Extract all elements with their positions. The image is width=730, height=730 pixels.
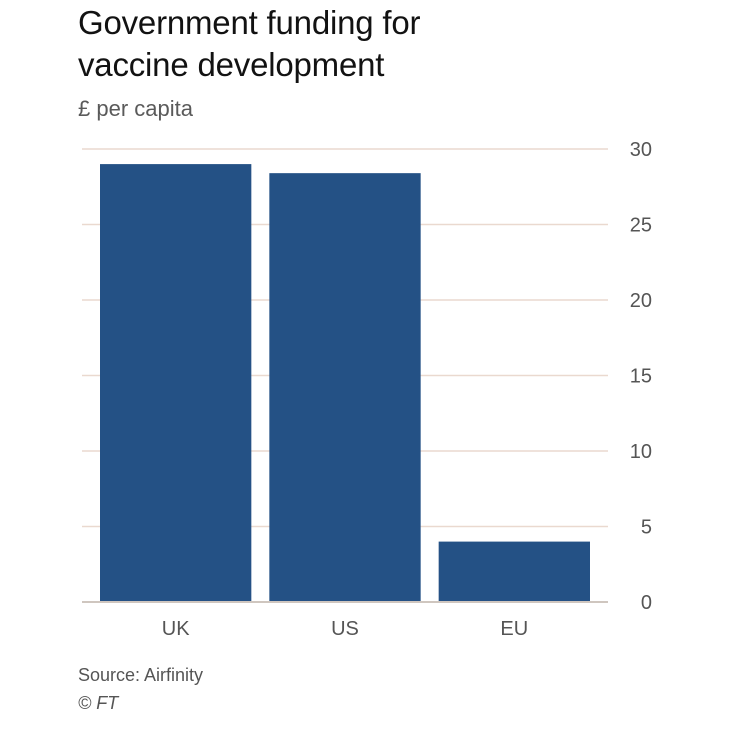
y-tick-label: 30 — [630, 139, 652, 161]
x-category-label: UK — [162, 618, 190, 640]
chart-title-line-2: vaccine development — [78, 46, 385, 83]
y-tick-label: 10 — [630, 441, 652, 463]
copyright-note: © FT — [78, 693, 119, 713]
y-tick-label: 20 — [630, 290, 652, 312]
chart-subtitle: £ per capita — [78, 96, 193, 121]
x-axis-categories: UK US EU — [162, 618, 528, 640]
source-note: Source: Airfinity — [78, 665, 204, 685]
x-category-label: US — [331, 618, 359, 640]
y-tick-label: 15 — [630, 366, 652, 388]
y-tick-label: 0 — [641, 592, 652, 614]
x-category-label: EU — [500, 618, 528, 640]
bar-eu — [438, 541, 590, 602]
bars — [100, 164, 590, 602]
chart-title: Government funding for vaccine developme… — [78, 2, 678, 86]
y-tick-label: 25 — [630, 215, 652, 237]
y-axis-ticks: 0 5 10 15 20 25 30 — [630, 139, 652, 614]
bar-uk — [100, 164, 252, 602]
bar-us — [269, 173, 421, 602]
chart-title-line-1: Government funding for — [78, 4, 421, 41]
y-tick-label: 5 — [641, 517, 652, 539]
